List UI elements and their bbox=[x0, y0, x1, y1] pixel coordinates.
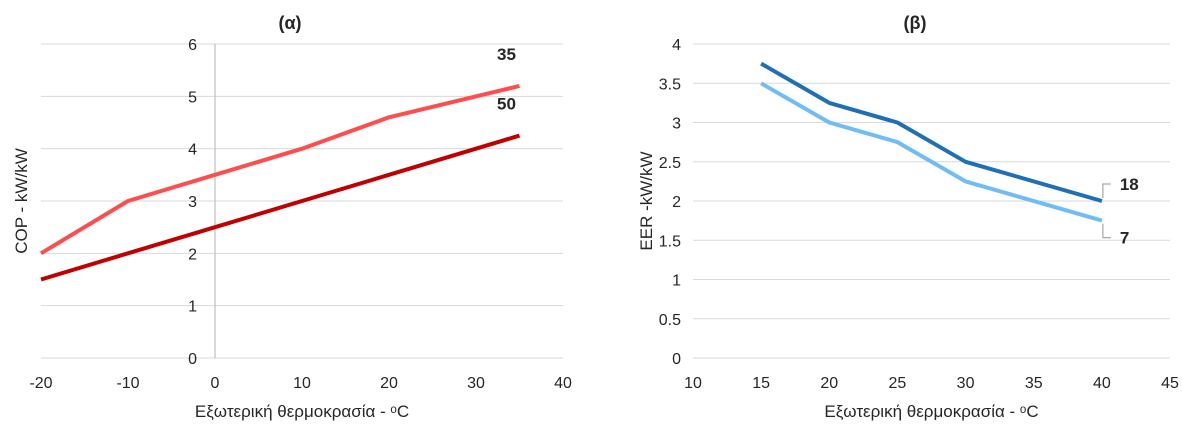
y-tick-label: 3 bbox=[672, 116, 681, 133]
series-line bbox=[760, 81, 1103, 223]
y-tick-label: 2 bbox=[672, 194, 681, 211]
series-line bbox=[39, 83, 520, 256]
chart-title: (α) bbox=[278, 13, 301, 33]
y-tick-label: 5 bbox=[188, 89, 197, 106]
series-label: 50 bbox=[497, 95, 516, 114]
y-tick-label: 0 bbox=[672, 351, 681, 368]
x-axis-title: Εξωτερική θερμοκρασία - ᵒC bbox=[195, 402, 409, 421]
y-tick-label: 1.5 bbox=[659, 233, 681, 250]
series-line bbox=[760, 61, 1103, 203]
y-tick-label: 1 bbox=[672, 273, 681, 290]
x-tick-label: 25 bbox=[889, 375, 907, 392]
chart-title: (β) bbox=[904, 13, 927, 33]
x-tick-label: 10 bbox=[684, 375, 702, 392]
x-tick-label: 45 bbox=[1161, 375, 1179, 392]
y-tick-label: 2 bbox=[188, 246, 197, 263]
x-tick-label: -20 bbox=[29, 375, 52, 392]
x-tick-label: 30 bbox=[957, 375, 975, 392]
x-tick-label: 20 bbox=[380, 375, 398, 392]
y-tick-label: 3 bbox=[188, 194, 197, 211]
y-tick-label: 4 bbox=[188, 142, 197, 159]
series-line bbox=[40, 133, 521, 282]
x-tick-label: 30 bbox=[467, 375, 485, 392]
y-tick-label: 0.5 bbox=[659, 312, 681, 329]
series-label-leader bbox=[1102, 223, 1111, 239]
x-tick-label: -10 bbox=[116, 375, 139, 392]
y-tick-label: 4 bbox=[672, 37, 681, 54]
x-tick-label: 15 bbox=[752, 375, 770, 392]
series-label-leader bbox=[1102, 183, 1111, 198]
y-axis-title: COP - kW/kW bbox=[12, 148, 31, 253]
y-axis-title: EER -kW/kW bbox=[637, 151, 656, 250]
series-label: 18 bbox=[1120, 175, 1139, 194]
x-tick-label: 40 bbox=[1093, 375, 1111, 392]
y-tick-label: 3.5 bbox=[659, 76, 681, 93]
x-axis-title: Εξωτερική θερμοκρασία - ᵒC bbox=[824, 402, 1038, 421]
x-tick-label: 0 bbox=[211, 375, 220, 392]
y-tick-label: 2.5 bbox=[659, 155, 681, 172]
x-tick-label: 20 bbox=[820, 375, 838, 392]
y-tick-label: 1 bbox=[188, 299, 197, 316]
series-label: 7 bbox=[1120, 229, 1129, 248]
x-tick-label: 40 bbox=[554, 375, 572, 392]
y-tick-label: 0 bbox=[188, 351, 197, 368]
series-label: 35 bbox=[497, 45, 516, 64]
y-tick-label: 6 bbox=[188, 37, 197, 54]
x-tick-label: 35 bbox=[1025, 375, 1043, 392]
x-tick-label: 10 bbox=[293, 375, 311, 392]
